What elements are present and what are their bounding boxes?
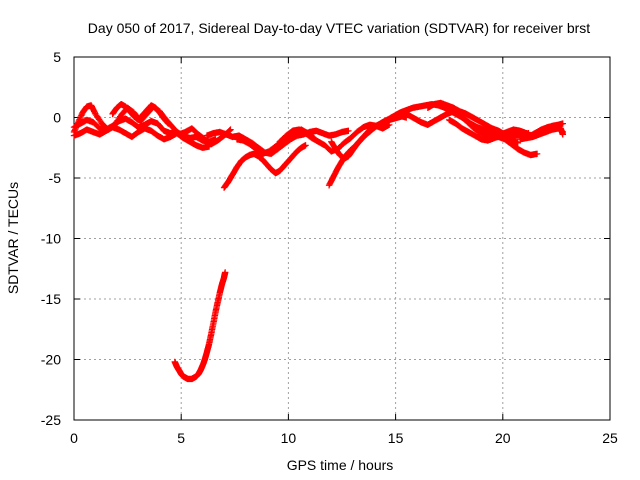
plus-markers: [70, 124, 213, 151]
x-tick-label: 15: [388, 430, 404, 446]
series-arc-4: [109, 101, 172, 127]
series-arc-6: [220, 142, 309, 191]
x-tick-label: 5: [177, 430, 185, 446]
series-arc-3: [70, 124, 213, 151]
y-tick-labels: 5 0 -5 -10 -15 -20 -25: [41, 49, 61, 428]
plot-frame: [73, 56, 611, 421]
y-tick-label: -25: [41, 412, 61, 428]
series-arc-10: [328, 126, 374, 162]
x-tick-label: 10: [281, 430, 297, 446]
x-tick-label: 25: [602, 430, 618, 446]
x-tick-label: 0: [70, 430, 78, 446]
gridlines: [74, 57, 610, 420]
y-axis-label: SDTVAR / TECUs: [5, 182, 21, 294]
plus-markers: [525, 122, 566, 141]
plus-markers: [109, 101, 172, 127]
plus-markers: [171, 269, 229, 383]
x-tick-labels: 0 5 10 15 20 25: [70, 430, 618, 446]
plus-markers: [220, 142, 309, 191]
plus-markers: [424, 99, 521, 147]
y-tick-label: -20: [41, 352, 61, 368]
plus-markers: [328, 126, 374, 162]
series-arc-18: [171, 269, 229, 383]
y-tick-label: -10: [41, 231, 61, 247]
chart-title: Day 050 of 2017, Sidereal Day-to-day VTE…: [88, 20, 590, 36]
y-tick-label: -5: [49, 170, 62, 186]
x-axis-label: GPS time / hours: [287, 457, 394, 473]
data-points: [70, 99, 566, 383]
x-tick-label: 20: [495, 430, 511, 446]
y-tick-label: -15: [41, 291, 61, 307]
series-arc-17: [525, 122, 566, 141]
y-tick-label: 0: [53, 110, 61, 126]
y-tick-label: 5: [53, 49, 61, 65]
plot-border: [73, 56, 611, 421]
series-arc-13: [424, 99, 521, 147]
